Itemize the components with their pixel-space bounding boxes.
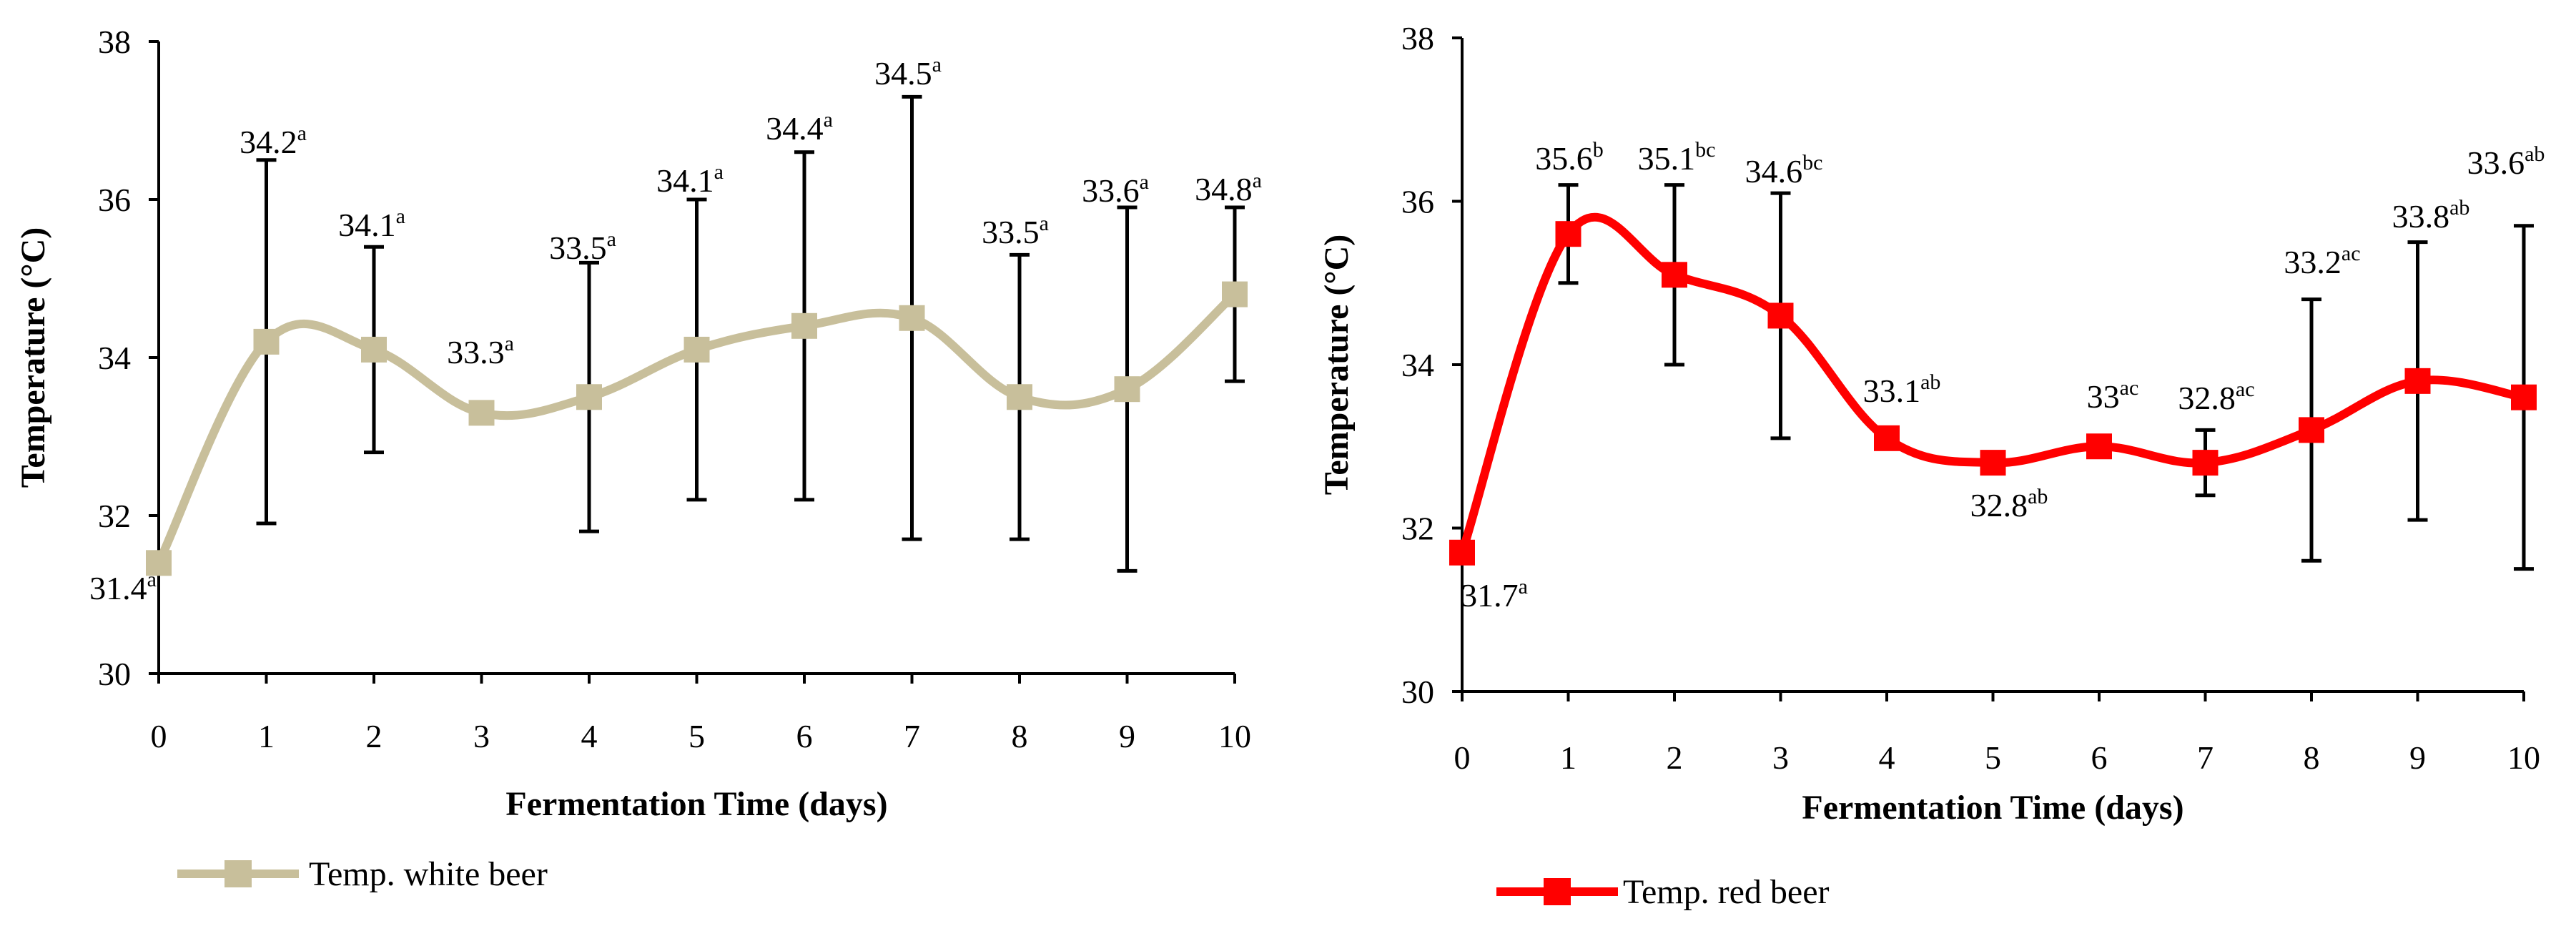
x-tick-label: 10	[2507, 739, 2540, 776]
series-line	[154, 291, 1238, 565]
data-point	[253, 328, 280, 355]
data-point	[146, 550, 172, 576]
data-label: 31.4a	[89, 568, 157, 606]
y-tick-label: 32	[98, 498, 131, 534]
data-label: 34.1a	[338, 205, 405, 243]
x-tick-label: 2	[366, 718, 383, 754]
data-point	[361, 336, 387, 363]
x-tick-label: 3	[473, 718, 490, 754]
data-label: 34.1a	[656, 160, 724, 199]
data-point	[2404, 368, 2431, 394]
data-label: 34.4a	[766, 108, 833, 147]
data-label: 35.1bc	[1638, 138, 1716, 177]
data-label: 34.8a	[1195, 169, 1262, 207]
data-point	[1114, 376, 1140, 403]
data-point	[2086, 433, 2112, 460]
data-label: 33.2ac	[2284, 242, 2360, 280]
x-axis-title: Fermentation Time (days)	[1802, 789, 2183, 827]
x-tick-label: 8	[1012, 718, 1028, 754]
x-tick-label: 0	[1454, 739, 1471, 776]
x-tick-label: 6	[796, 718, 813, 754]
x-tick-label: 1	[1560, 739, 1576, 776]
legend-marker	[1544, 878, 1571, 905]
y-tick-label: 32	[1401, 511, 1434, 547]
data-label: 33.3a	[447, 332, 514, 370]
x-tick-label: 9	[1119, 718, 1135, 754]
y-tick-label: 34	[98, 340, 131, 376]
data-point	[2299, 417, 2324, 443]
data-point	[1980, 450, 2006, 476]
data-point	[1767, 302, 1794, 329]
data-label: 33.8ab	[2392, 196, 2470, 235]
data-label: 35.6b	[1535, 138, 1604, 177]
y-tick-label: 30	[98, 656, 131, 692]
data-point	[1449, 539, 1475, 566]
x-tick-label: 7	[904, 718, 920, 754]
data-label: 32.8ac	[2178, 378, 2254, 416]
data-point	[791, 312, 817, 339]
x-tick-label: 10	[1218, 718, 1251, 754]
legend-marker	[224, 860, 252, 887]
data-label: 33ac	[2087, 376, 2139, 415]
x-tick-label: 5	[1985, 739, 2001, 776]
data-point	[576, 384, 602, 410]
x-tick-label: 1	[258, 718, 275, 754]
data-point	[684, 336, 710, 363]
data-point	[1662, 262, 1687, 288]
x-tick-label: 2	[1667, 739, 1683, 776]
y-tick-label: 38	[98, 24, 131, 60]
y-tick-label: 30	[1401, 674, 1434, 710]
x-tick-label: 7	[2197, 739, 2214, 776]
legend-label: Temp. white beer	[309, 855, 548, 893]
data-point	[468, 400, 495, 426]
data-label: 34.5a	[874, 53, 942, 92]
data-label: 34.6bc	[1745, 151, 1823, 189]
x-tick-label: 4	[581, 718, 598, 754]
legend-label: Temp. red beer	[1623, 873, 1830, 911]
y-axis-title: Temperature (°C)	[14, 227, 52, 488]
data-point	[1222, 281, 1248, 307]
data-point	[2192, 450, 2219, 476]
x-tick-label: 3	[1772, 739, 1789, 776]
x-tick-label: 6	[2091, 739, 2108, 776]
data-label: 33.5a	[549, 227, 616, 266]
x-tick-label: 5	[689, 718, 705, 754]
data-label: 34.2a	[240, 122, 307, 160]
data-point	[1007, 384, 1032, 410]
x-tick-label: 0	[151, 718, 167, 754]
data-label: 33.6a	[1082, 170, 1149, 209]
data-point	[1555, 221, 1581, 247]
y-tick-label: 34	[1401, 347, 1434, 383]
x-tick-label: 9	[2409, 739, 2426, 776]
data-label: 32.8ab	[1970, 485, 2048, 523]
data-point	[1874, 425, 1900, 451]
y-axis-title: Temperature (°C)	[1318, 235, 1356, 495]
x-axis-title: Fermentation Time (days)	[505, 785, 887, 823]
data-label: 31.7a	[1461, 575, 1528, 614]
data-label: 33.5a	[982, 212, 1049, 250]
y-tick-label: 36	[98, 182, 131, 218]
data-label: 33.1ab	[1863, 370, 1941, 409]
y-tick-label: 36	[1401, 184, 1434, 220]
data-label: 33.6ab	[2467, 142, 2545, 181]
x-tick-label: 8	[2304, 739, 2320, 776]
x-tick-label: 4	[1879, 739, 1895, 776]
data-point	[899, 305, 925, 331]
data-point	[2511, 384, 2537, 410]
y-tick-label: 38	[1401, 20, 1434, 56]
